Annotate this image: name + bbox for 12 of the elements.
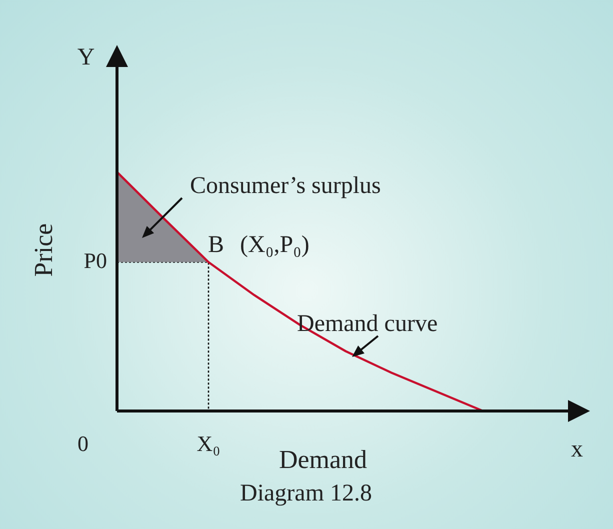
annotation: B bbox=[208, 232, 224, 258]
ref-line-label: P0 bbox=[84, 248, 107, 273]
text: x bbox=[571, 436, 583, 462]
annotation: Demand curve bbox=[297, 311, 438, 337]
annotation: Consumer’s surplus bbox=[190, 173, 381, 199]
text: Y bbox=[77, 44, 95, 70]
x-axis-title: Demand bbox=[278, 444, 368, 474]
y-axis-title: Price bbox=[28, 223, 58, 277]
text: Diagram 12.8 bbox=[240, 480, 372, 506]
text: X₀ bbox=[196, 430, 220, 456]
text: 0 bbox=[78, 430, 88, 456]
annotation: (X₀,P₀) bbox=[240, 232, 310, 258]
